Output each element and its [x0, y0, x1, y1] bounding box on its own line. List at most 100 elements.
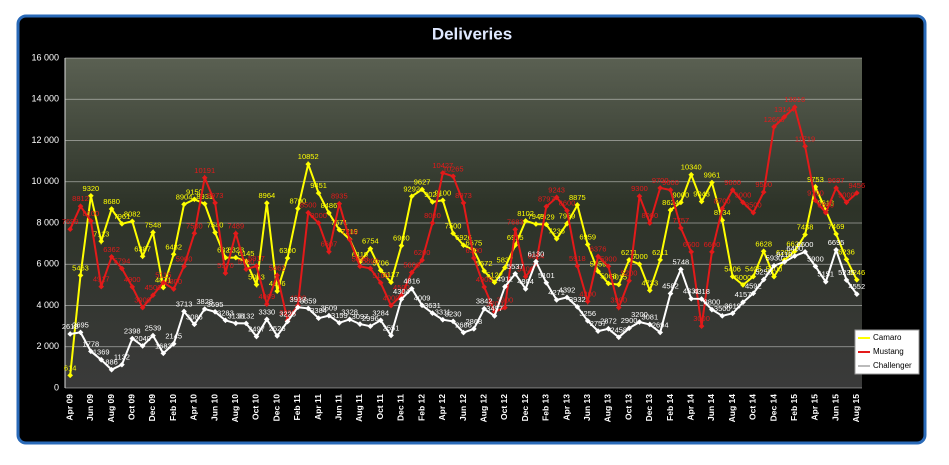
- data-label: 9697: [828, 176, 845, 185]
- data-label: 6000: [631, 252, 648, 261]
- data-label: 7757: [673, 216, 690, 225]
- point-marker: [698, 323, 705, 329]
- data-label: 4069: [258, 292, 275, 301]
- point-marker: [439, 316, 446, 323]
- data-label: 2695: [72, 320, 89, 329]
- point-marker: [367, 265, 374, 272]
- point-marker: [181, 308, 187, 315]
- data-label: 2458: [610, 325, 627, 334]
- point-marker: [232, 320, 239, 327]
- data-label: 5255: [755, 268, 772, 277]
- data-label: 6300: [279, 246, 296, 255]
- data-label: 6695: [828, 238, 845, 247]
- data-label: 5127: [383, 270, 400, 279]
- point-marker: [553, 297, 560, 303]
- data-label: 1369: [93, 348, 110, 357]
- point-marker: [822, 278, 829, 285]
- data-label: 7961: [114, 212, 131, 221]
- data-label: 2526: [269, 324, 286, 333]
- data-label: 4552: [848, 282, 865, 291]
- x-tick-label: Aug 15: [851, 394, 861, 423]
- data-label: 6600: [683, 240, 700, 249]
- data-label: 5462: [269, 263, 286, 272]
- point-marker: [843, 256, 850, 263]
- data-label: 8500: [300, 201, 317, 210]
- point-marker: [543, 221, 550, 228]
- point-marker: [336, 320, 343, 326]
- data-label: 4009: [414, 293, 431, 302]
- data-label: 6130: [528, 250, 545, 259]
- data-label: 3828: [196, 297, 213, 306]
- point-marker: [853, 291, 860, 297]
- point-marker: [657, 185, 663, 191]
- data-label: 9150: [186, 187, 203, 196]
- point-marker: [264, 301, 270, 307]
- x-tick-label: Oct 09: [127, 394, 137, 420]
- point-marker: [615, 334, 622, 341]
- data-label: 3497: [486, 304, 503, 313]
- x-tick-label: Jun 10: [209, 394, 219, 421]
- data-label: 5600: [403, 260, 420, 269]
- point-marker: [584, 298, 591, 305]
- point-marker: [326, 312, 332, 319]
- point-marker: [450, 318, 456, 325]
- data-label: 4911: [497, 275, 513, 284]
- data-label: 886: [105, 358, 118, 367]
- x-tick-label: Dec 12: [520, 394, 530, 422]
- point-marker: [791, 104, 798, 110]
- data-label: 5000: [735, 273, 752, 282]
- data-label: 3159: [331, 311, 348, 320]
- point-marker: [543, 279, 550, 286]
- data-label: 5800: [362, 256, 379, 265]
- point-marker: [605, 280, 612, 287]
- data-label: 7949: [528, 212, 545, 221]
- point-marker: [367, 245, 374, 252]
- point-marker: [822, 209, 829, 216]
- point-marker: [67, 331, 74, 337]
- point-marker: [170, 340, 177, 347]
- data-label: 5837: [497, 256, 514, 265]
- data-label: 4816: [403, 277, 420, 286]
- point-marker: [833, 247, 839, 253]
- point-marker: [181, 263, 187, 270]
- y-tick-label: 16 000: [31, 52, 59, 62]
- point-marker: [626, 325, 632, 332]
- chart-title: Deliveries: [432, 24, 512, 43]
- data-label: 6926: [455, 233, 472, 242]
- y-tick-label: 4 000: [36, 300, 59, 310]
- point-marker: [533, 221, 539, 227]
- data-label: 4696: [269, 279, 286, 288]
- data-label: 3138: [227, 311, 244, 320]
- point-marker: [719, 312, 726, 319]
- x-tick-label: Aug 09: [106, 394, 116, 423]
- point-marker: [750, 290, 757, 297]
- data-label: 10265: [443, 164, 464, 173]
- point-marker: [688, 171, 695, 178]
- data-label: 9000: [673, 190, 690, 199]
- point-marker: [471, 326, 477, 332]
- point-marker: [191, 196, 198, 203]
- x-tick-label: Apr 14: [685, 394, 695, 421]
- point-marker: [408, 285, 415, 292]
- data-label: 5122: [486, 270, 503, 279]
- data-label: 6376: [590, 244, 607, 253]
- point-marker: [212, 308, 218, 315]
- point-marker: [77, 272, 84, 279]
- data-label: 3290: [279, 308, 296, 317]
- point-marker: [481, 284, 488, 290]
- point-marker: [719, 205, 726, 212]
- data-label: 9000: [735, 190, 752, 199]
- point-marker: [678, 225, 684, 231]
- data-label: 3500: [714, 304, 731, 313]
- data-label: 9292: [403, 184, 420, 193]
- point-marker: [88, 218, 94, 224]
- x-tick-label: Dec 10: [271, 394, 281, 422]
- point-marker: [388, 332, 394, 339]
- data-label: 6387: [134, 244, 151, 253]
- data-label: 10852: [298, 152, 319, 161]
- point-marker: [108, 206, 115, 212]
- x-tick-label: Feb 15: [789, 394, 799, 421]
- data-label: 9300: [631, 184, 648, 193]
- data-label: 8797: [538, 195, 555, 204]
- data-label: 12663: [764, 115, 785, 124]
